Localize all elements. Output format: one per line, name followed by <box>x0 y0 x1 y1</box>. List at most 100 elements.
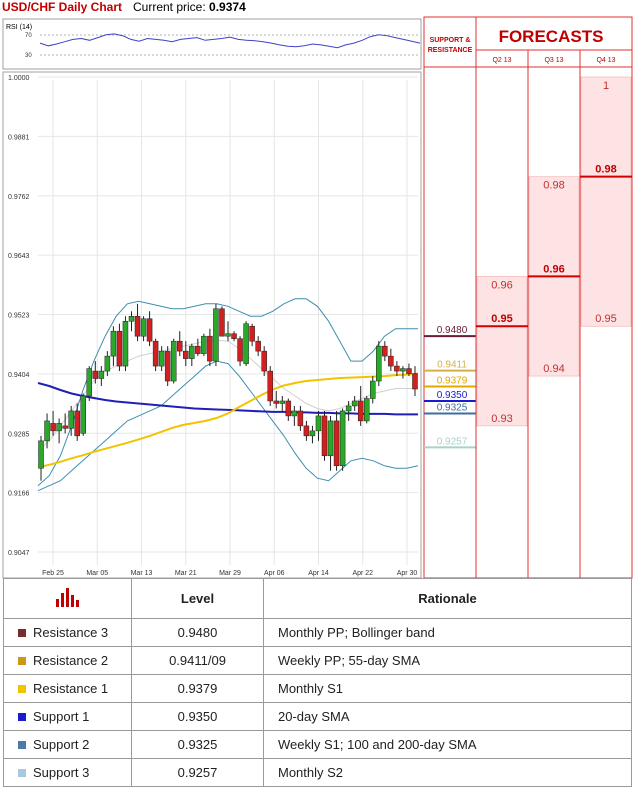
level-color-swatch <box>18 769 26 777</box>
candle-body <box>201 335 207 354</box>
x-tick-label: Mar 13 <box>131 570 153 577</box>
support-resistance-title-2: RESISTANCE <box>428 47 473 54</box>
candle-body <box>339 410 346 467</box>
candle-body <box>279 400 286 404</box>
x-tick-label: Apr 06 <box>264 570 285 577</box>
level-color-swatch <box>18 657 26 665</box>
level-name: Resistance 3 <box>3 618 132 647</box>
candle-body <box>345 405 352 412</box>
levels-table-row: Resistance 1 0.9379 Monthly S1 <box>3 674 632 703</box>
x-tick-label: Mar 29 <box>219 570 241 577</box>
candle-body <box>309 430 316 437</box>
forecast-col-q4: Q4 13 <box>596 57 615 64</box>
candle-body <box>86 368 93 397</box>
candle-body <box>382 345 388 357</box>
level-name: Resistance 1 <box>3 674 132 703</box>
levels-table-row: Resistance 3 0.9480 Monthly PP; Bollinger … <box>3 618 632 647</box>
level-label: 0.9379 <box>437 376 468 387</box>
candle-body <box>134 315 141 337</box>
rationale-header: Rationale <box>263 578 632 619</box>
forecast-median-label: 0.96 <box>543 263 564 275</box>
candle-body <box>303 425 310 437</box>
candle-body <box>297 410 304 427</box>
candle-body <box>98 370 105 379</box>
candle-body <box>315 415 322 432</box>
rsi-title: RSI (14) <box>6 24 32 31</box>
candle-body <box>285 400 292 417</box>
level-value: 0.9325 <box>131 730 264 759</box>
current-price-value: 0.9374 <box>209 0 246 14</box>
levels-table: Level Rationale Resistance 3 0.9480 Monthl… <box>3 578 632 787</box>
candle-body <box>400 368 406 372</box>
y-tick-label: 0.9285 <box>8 431 30 438</box>
x-tick-label: Feb 25 <box>42 570 64 577</box>
price-panel <box>2 71 422 579</box>
candle-body <box>116 330 123 367</box>
candle-body <box>104 355 111 372</box>
candle-body <box>225 333 231 337</box>
support-resistance-title-1: SUPPORT & <box>430 37 471 44</box>
candle-body <box>110 330 117 357</box>
candle-body <box>158 350 165 367</box>
rsi-tick-30: 30 <box>25 53 32 59</box>
candle-body <box>44 420 50 442</box>
y-tick-label: 0.9047 <box>8 550 30 557</box>
forecast-range <box>476 276 528 427</box>
level-label: 0.9411 <box>437 360 467 371</box>
candle-body <box>80 395 86 434</box>
level-rationale: 20-day SMA <box>263 702 632 731</box>
candle-body <box>327 420 334 457</box>
indicator-line <box>37 298 418 487</box>
x-tick-label: Mar 05 <box>86 570 108 577</box>
candle-body <box>376 345 382 382</box>
candle-body <box>388 355 394 367</box>
candle-body <box>207 335 213 362</box>
level-name: Resistance 2 <box>3 646 132 675</box>
forecast-low-label: 0.94 <box>543 363 564 375</box>
x-tick-label: Apr 22 <box>352 570 373 577</box>
forecast-col-q2: Q2 13 <box>492 57 511 64</box>
candle-body <box>291 410 298 417</box>
current-price: Current price: 0.9374 <box>133 0 246 14</box>
y-tick-label: 0.9881 <box>8 134 30 141</box>
forecast-median-label: 0.95 <box>491 313 512 325</box>
candle-body <box>195 345 201 354</box>
level-label: 0.9257 <box>437 436 468 447</box>
candle-body <box>261 350 267 372</box>
level-rationale: Weekly PP; 55-day SMA <box>263 646 632 675</box>
levels-table-row: Resistance 2 0.9411/09 Weekly PP; 55-day S… <box>3 646 632 675</box>
level-color-swatch <box>18 713 26 721</box>
level-rationale: Monthly PP; Bollinger band <box>263 618 632 647</box>
level-label: 0.9350 <box>437 390 468 401</box>
candle-body <box>50 423 56 432</box>
level-color-swatch <box>18 629 26 637</box>
bar-chart-icon-cell <box>3 578 132 619</box>
candle-body <box>249 325 255 342</box>
candle-body <box>267 370 273 402</box>
rsi-panel <box>2 18 422 70</box>
candle-body <box>146 318 153 342</box>
level-label: 0.9480 <box>437 325 468 336</box>
candle-body <box>122 320 129 367</box>
x-tick-label: Mar 21 <box>175 570 197 577</box>
candle-body <box>219 308 225 337</box>
candle-body <box>183 350 189 359</box>
candle-body <box>394 365 400 372</box>
x-tick-label: Apr 14 <box>308 570 329 577</box>
candle-body <box>321 415 328 457</box>
candle-body <box>231 333 237 339</box>
x-tick-label: Apr 30 <box>397 570 418 577</box>
indicator-line <box>37 382 418 416</box>
candle-body <box>243 323 249 364</box>
candle-body <box>164 350 171 382</box>
candle-body <box>128 315 135 322</box>
forecasts-title: FORECASTS <box>499 27 604 46</box>
candle-body <box>189 345 195 359</box>
candle-body <box>412 373 418 390</box>
level-value: 0.9480 <box>131 618 264 647</box>
candle-body <box>363 398 370 422</box>
y-tick-label: 0.9762 <box>8 194 30 201</box>
rsi-tick-70: 70 <box>25 33 32 39</box>
forecast-low-label: 0.95 <box>595 313 616 325</box>
y-tick-label: 1.0000 <box>8 75 30 82</box>
